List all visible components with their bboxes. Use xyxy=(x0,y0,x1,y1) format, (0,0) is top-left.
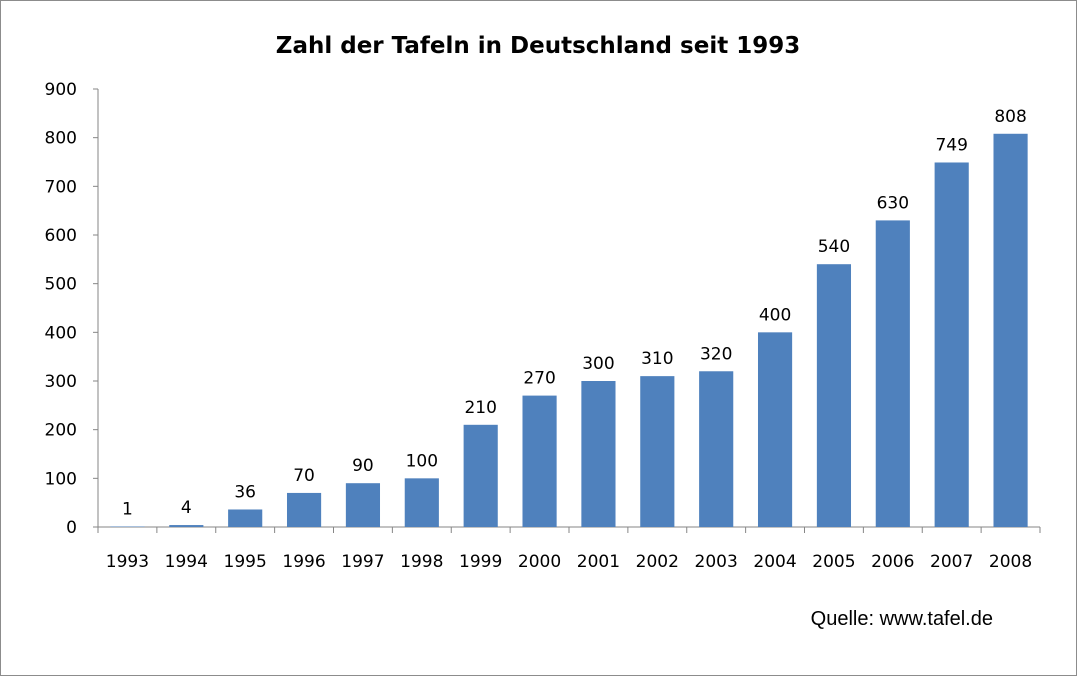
x-tick-label: 2007 xyxy=(930,552,973,572)
bar xyxy=(169,525,203,527)
data-label: 70 xyxy=(293,466,315,486)
x-tick-label: 2008 xyxy=(989,552,1032,572)
source-note: Quelle: www.tafel.de xyxy=(811,608,993,630)
data-label: 210 xyxy=(464,398,496,418)
x-tick-label: 2000 xyxy=(518,552,561,572)
data-label: 4 xyxy=(181,498,192,518)
data-label: 310 xyxy=(641,349,673,369)
bar xyxy=(993,134,1027,527)
y-tick-label: 800 xyxy=(45,129,77,149)
y-tick-label: 200 xyxy=(45,421,77,441)
chart-title: Zahl der Tafeln in Deutschland seit 1993 xyxy=(276,33,800,59)
data-label: 90 xyxy=(352,456,374,476)
x-tick-label: 2002 xyxy=(636,552,679,572)
data-label: 36 xyxy=(234,482,256,502)
bar xyxy=(346,483,380,527)
y-tick-label: 500 xyxy=(45,275,77,295)
bar xyxy=(758,332,792,527)
x-tick-label: 1997 xyxy=(341,552,384,572)
x-axis: 1993 1994 1995 1996 1997 1998 1999 2000 2001 2002… xyxy=(98,527,1040,572)
bar xyxy=(228,509,262,527)
data-label: 630 xyxy=(877,193,909,213)
x-tick-label: 1996 xyxy=(282,552,325,572)
y-axis: 0 100 200 300 400 500 600 700 800 900 xyxy=(45,80,98,538)
x-tick-label: 2001 xyxy=(577,552,620,572)
data-label: 320 xyxy=(700,344,732,364)
x-tick-label: 2005 xyxy=(812,552,855,572)
bar xyxy=(464,425,498,527)
y-tick-label: 900 xyxy=(45,80,77,100)
y-tick-label: 0 xyxy=(66,518,77,538)
x-tick-label: 2003 xyxy=(695,552,738,572)
bar xyxy=(405,478,439,527)
bar xyxy=(581,381,615,527)
x-tick-label: 1999 xyxy=(459,552,502,572)
bar xyxy=(817,264,851,527)
x-tick-label: 1995 xyxy=(224,552,267,572)
bar xyxy=(876,220,910,527)
x-tick-label: 2006 xyxy=(871,552,914,572)
bar xyxy=(699,371,733,527)
bar xyxy=(287,493,321,527)
y-tick-label: 700 xyxy=(45,177,77,197)
y-tick-label: 300 xyxy=(45,372,77,392)
data-label: 1 xyxy=(122,500,133,520)
data-label: 808 xyxy=(994,107,1026,127)
data-label: 749 xyxy=(935,135,967,155)
y-tick-label: 600 xyxy=(45,226,77,246)
data-label: 300 xyxy=(582,354,614,374)
data-label: 270 xyxy=(523,369,555,389)
data-label: 400 xyxy=(759,305,791,325)
x-tick-label: 1998 xyxy=(400,552,443,572)
data-label: 100 xyxy=(406,451,438,471)
x-tick-label: 1994 xyxy=(165,552,208,572)
data-label: 540 xyxy=(818,237,850,257)
x-tick-label: 2004 xyxy=(753,552,796,572)
y-tick-label: 400 xyxy=(45,323,77,343)
bar xyxy=(640,376,674,527)
y-tick-label: 100 xyxy=(45,469,77,489)
bar xyxy=(522,396,556,527)
x-tick-label: 1993 xyxy=(106,552,149,572)
bar xyxy=(935,162,969,527)
